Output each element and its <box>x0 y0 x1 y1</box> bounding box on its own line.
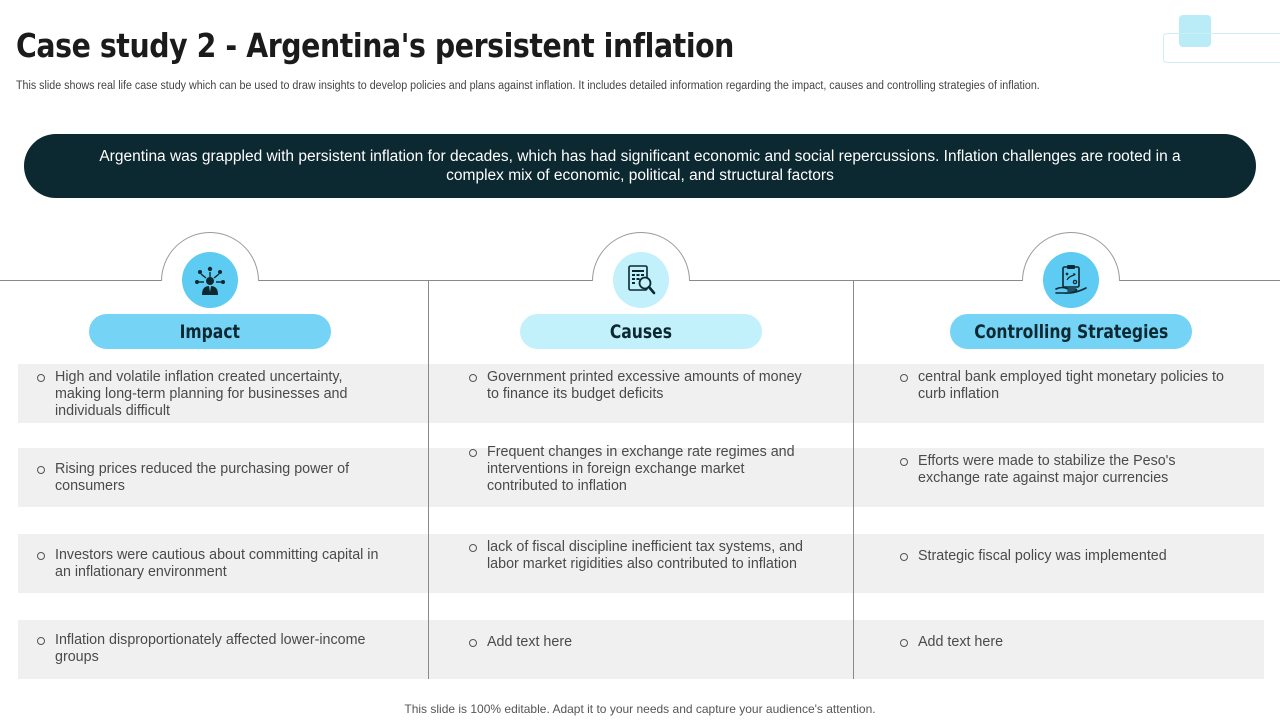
row-background <box>18 620 1264 679</box>
list-item: Efforts were made to stabilize the Peso'… <box>900 453 1208 487</box>
list-item: Inflation disproportionately affected lo… <box>37 632 375 666</box>
list-item: Strategic fiscal policy was implemented <box>900 548 1248 565</box>
impact-icon-circle <box>182 252 238 308</box>
list-item: lack of fiscal discipline inefficient ta… <box>469 539 827 573</box>
causes-icon-circle <box>613 252 669 308</box>
businessman-network-icon <box>195 266 225 295</box>
strategies-heading: Controlling Strategies <box>950 314 1192 349</box>
page-subtitle: This slide shows real life case study wh… <box>16 80 1040 92</box>
impact-heading-label: Impact <box>179 320 241 343</box>
decorative-square <box>1179 15 1211 47</box>
summary-banner: Argentina was grappled with persistent i… <box>24 134 1256 198</box>
decorative-frame <box>1163 33 1280 63</box>
list-item: central bank employed tight monetary pol… <box>900 369 1248 403</box>
page-title: Case study 2 - Argentina's persistent in… <box>16 26 734 65</box>
causes-heading: Causes <box>520 314 762 349</box>
column-divider <box>853 280 854 679</box>
summary-banner-text: Argentina was grappled with persistent i… <box>99 148 1181 184</box>
list-item: Investors were cautious about committing… <box>37 547 385 581</box>
list-item: High and volatile inflation created unce… <box>37 369 365 420</box>
causes-heading-label: Causes <box>609 320 673 343</box>
list-item: Rising prices reduced the purchasing pow… <box>37 461 365 495</box>
list-item: Add text here <box>469 634 817 651</box>
row-background <box>18 448 1264 507</box>
row-background <box>18 364 1264 423</box>
list-item: Add text here <box>900 634 1248 651</box>
row-background <box>18 534 1264 593</box>
column-divider <box>428 280 429 679</box>
footer-note: This slide is 100% editable. Adapt it to… <box>404 702 876 716</box>
document-magnifier-icon <box>628 265 656 295</box>
list-item: Frequent changes in exchange rate regime… <box>469 444 817 495</box>
strategies-heading-label: Controlling Strategies <box>974 320 1168 343</box>
list-item: Government printed excessive amounts of … <box>469 369 817 403</box>
strategy-clipboard-hand-icon <box>1055 265 1087 294</box>
impact-heading: Impact <box>89 314 331 349</box>
strategies-icon-circle <box>1043 252 1099 308</box>
